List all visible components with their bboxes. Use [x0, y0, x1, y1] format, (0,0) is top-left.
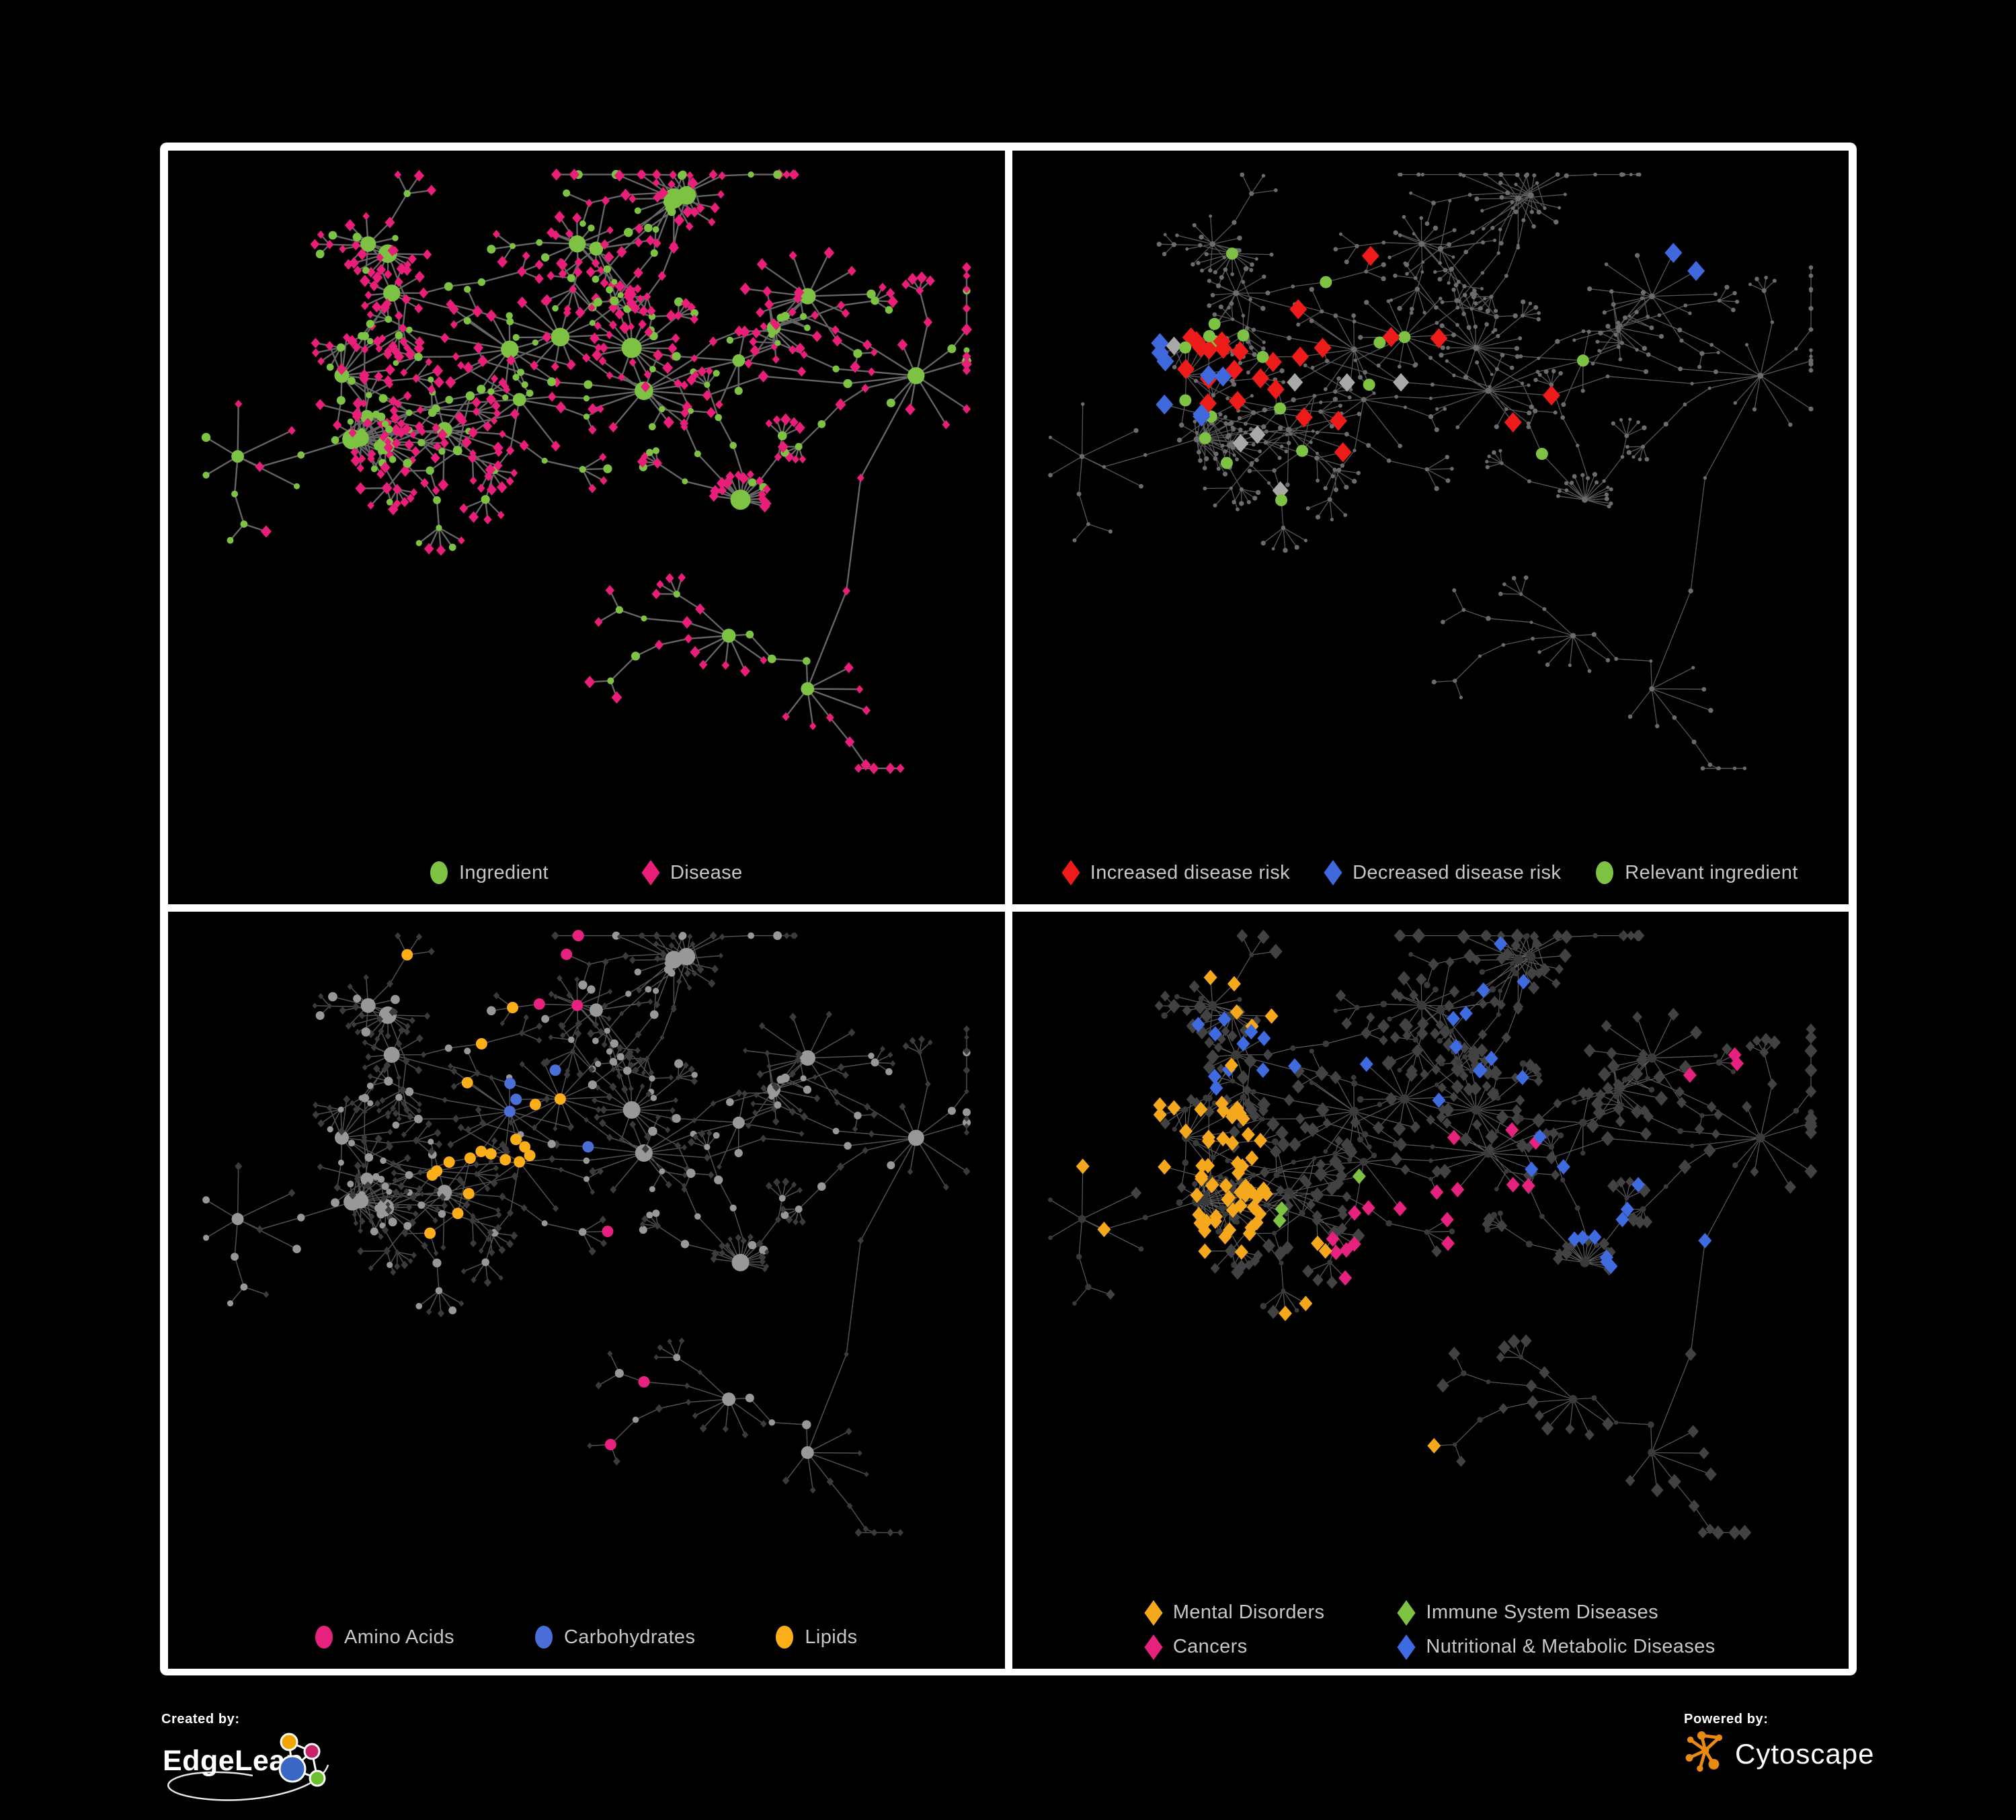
legend-label-carbohydrates: Carbohydrates: [563, 1626, 696, 1648]
cancers-marker-icon: [1144, 1634, 1163, 1660]
cytoscape-logo-icon: [1685, 1731, 1723, 1772]
panel-ingredient-disease: Ingredient Disease: [168, 151, 1005, 904]
legend-item-amino-acids: Amino Acids: [315, 1626, 454, 1649]
network-graph-nutrient-classes: [202, 930, 971, 1537]
legend-item-disease: Disease: [641, 859, 743, 886]
legend-item-nutritional-metabolic: Nutritional & Metabolic Diseases: [1397, 1634, 1716, 1660]
increased-risk-marker-icon: [1061, 859, 1080, 886]
panel-disease-categories: Mental Disorders Immune System Diseases …: [1012, 912, 1849, 1669]
legend-item-carbohydrates: Carbohydrates: [534, 1626, 696, 1649]
legend-label-lipids: Lipids: [805, 1626, 858, 1648]
legend-item-ingredient: Ingredient: [430, 861, 549, 884]
powered-by-label: Powered by:: [1684, 1712, 1769, 1727]
legend-label-ingredient: Ingredient: [458, 861, 549, 883]
legend-label-relevant-ingredient: Relevant ingredient: [1625, 861, 1798, 883]
amino-acids-marker-icon: [315, 1626, 333, 1649]
legend-disease-categories: Mental Disorders Immune System Diseases …: [1012, 1599, 1849, 1660]
powered-by-block: Powered by:: [1684, 1712, 1912, 1786]
nutritional-metabolic-marker-icon: [1397, 1634, 1416, 1660]
legend-label-cancers: Cancers: [1172, 1636, 1248, 1657]
legend-label-nutritional-metabolic: Nutritional & Metabolic Diseases: [1426, 1636, 1716, 1657]
immune-diseases-marker-icon: [1397, 1599, 1416, 1626]
disease-marker-icon: [641, 859, 660, 886]
cytoscape-wordmark: Cytoscape: [1735, 1738, 1875, 1770]
edgeleap-logo-icon: [278, 1733, 326, 1787]
legend-item-immune-diseases: Immune System Diseases: [1397, 1599, 1715, 1626]
network-graph-disease-categories: [1047, 928, 1818, 1540]
legend-item-relevant-ingredient: Relevant ingredient: [1596, 861, 1798, 884]
legend-label-disease: Disease: [670, 861, 743, 883]
legend-label-amino-acids: Amino Acids: [344, 1626, 454, 1648]
legend-item-mental-disorders: Mental Disorders: [1144, 1599, 1325, 1626]
edgeleap-swoosh-icon: [167, 1764, 329, 1801]
legend-label-increased-risk: Increased disease risk: [1090, 861, 1291, 883]
ingredient-marker-icon: [430, 861, 448, 884]
legend-label-immune-diseases: Immune System Diseases: [1426, 1601, 1659, 1623]
panel-grid-frame: Ingredient Disease Increased disease ris…: [160, 143, 1857, 1675]
relevant-ingredient-marker-icon: [1596, 861, 1614, 884]
created-by-block: Created by: EdgeLeap: [161, 1712, 363, 1813]
legend-item-increased-risk: Increased disease risk: [1061, 859, 1291, 886]
legend-item-lipids: Lipids: [776, 1626, 857, 1649]
network-graph-disease-risk: [1047, 172, 1814, 770]
legend-nutrient-classes: Amino Acids Carbohydrates Lipids: [168, 1626, 1005, 1649]
mental-disorders-marker-icon: [1144, 1599, 1163, 1626]
panel-nutrient-classes: Amino Acids Carbohydrates Lipids: [168, 912, 1005, 1669]
panel-disease-risk: Increased disease risk Decreased disease…: [1012, 151, 1849, 904]
network-graph-ingredient-disease: [201, 168, 973, 775]
legend-disease-risk: Increased disease risk Decreased disease…: [1012, 859, 1849, 886]
carbohydrates-marker-icon: [534, 1626, 553, 1649]
created-by-label: Created by:: [161, 1712, 240, 1727]
legend-item-decreased-risk: Decreased disease risk: [1324, 859, 1562, 886]
legend-item-cancers: Cancers: [1144, 1634, 1325, 1660]
legend-label-decreased-risk: Decreased disease risk: [1353, 861, 1562, 883]
legend-ingredient-disease: Ingredient Disease: [168, 859, 1005, 886]
lipids-marker-icon: [776, 1626, 794, 1649]
decreased-risk-marker-icon: [1324, 859, 1342, 886]
legend-label-mental-disorders: Mental Disorders: [1172, 1601, 1325, 1623]
